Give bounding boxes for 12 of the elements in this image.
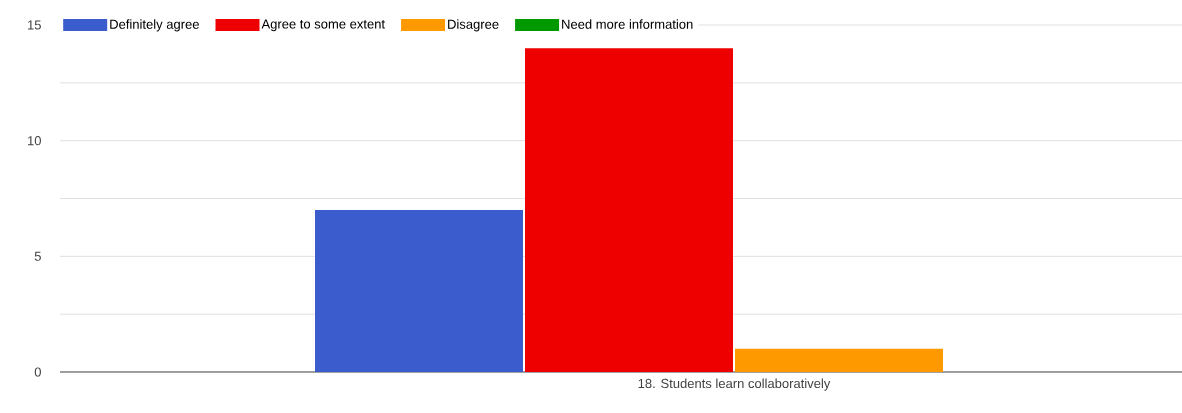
x-tick-label: 18. Students learn collaboratively — [638, 378, 831, 391]
y-tick-label: 5 — [34, 251, 41, 261]
legend-label: Disagree — [448, 19, 499, 32]
legend-label: Need more information — [562, 19, 693, 29]
y-tick-label: 0 — [34, 367, 41, 377]
bar — [315, 210, 523, 372]
legend-label: Definitely agree — [110, 19, 199, 32]
y-tick-label: 10 — [27, 136, 41, 146]
y-tick-label: 15 — [27, 20, 41, 30]
legend-label: Agree to some extent — [261, 19, 385, 32]
bar — [524, 48, 733, 372]
bar — [734, 348, 943, 372]
